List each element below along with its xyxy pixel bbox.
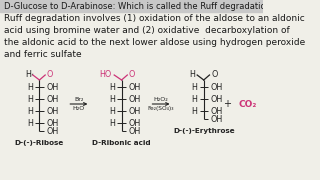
Text: Ruff degradation involves (1) oxidation of the aldose to an aldonic
acid using b: Ruff degradation involves (1) oxidation … (4, 14, 305, 59)
Text: OH: OH (46, 127, 58, 136)
Text: HO: HO (100, 69, 112, 78)
Text: H: H (191, 107, 197, 116)
Text: CO₂: CO₂ (238, 100, 257, 109)
Text: D-(-)-Ribose: D-(-)-Ribose (15, 140, 64, 146)
Text: O: O (129, 69, 135, 78)
Text: D-Ribonic acid: D-Ribonic acid (92, 140, 151, 146)
Text: Fe₂(SO₄)₃: Fe₂(SO₄)₃ (148, 105, 174, 111)
Text: H: H (191, 82, 197, 91)
Text: Br₂: Br₂ (74, 96, 84, 102)
Text: H₂O₂: H₂O₂ (154, 96, 168, 102)
Text: H₂O: H₂O (73, 105, 85, 111)
Text: OH: OH (128, 94, 140, 103)
Text: +: + (223, 99, 231, 109)
Text: OH: OH (128, 118, 140, 127)
Text: D-(-)-Erythrose: D-(-)-Erythrose (173, 128, 235, 134)
Text: OH: OH (46, 94, 58, 103)
Text: H: H (109, 118, 115, 127)
Text: OH: OH (46, 118, 58, 127)
Text: O: O (47, 69, 53, 78)
Text: OH: OH (210, 94, 222, 103)
Text: OH: OH (46, 107, 58, 116)
Text: OH: OH (128, 127, 140, 136)
Text: H: H (27, 94, 33, 103)
Text: OH: OH (128, 107, 140, 116)
Text: H: H (25, 69, 31, 78)
Text: H: H (191, 94, 197, 103)
Text: H: H (109, 82, 115, 91)
Text: H: H (109, 94, 115, 103)
Text: H: H (109, 107, 115, 116)
Text: OH: OH (210, 107, 222, 116)
Text: H: H (27, 82, 33, 91)
Text: D-Glucose to D-Arabinose: Which is called the Ruff degradation.: D-Glucose to D-Arabinose: Which is calle… (4, 1, 274, 10)
Text: OH: OH (128, 82, 140, 91)
Text: OH: OH (46, 82, 58, 91)
Text: OH: OH (210, 114, 222, 123)
Text: O: O (211, 69, 218, 78)
Text: H: H (27, 118, 33, 127)
Text: H: H (190, 69, 196, 78)
Text: H: H (27, 107, 33, 116)
Text: OH: OH (210, 82, 222, 91)
Bar (0, 0, 263, 12)
